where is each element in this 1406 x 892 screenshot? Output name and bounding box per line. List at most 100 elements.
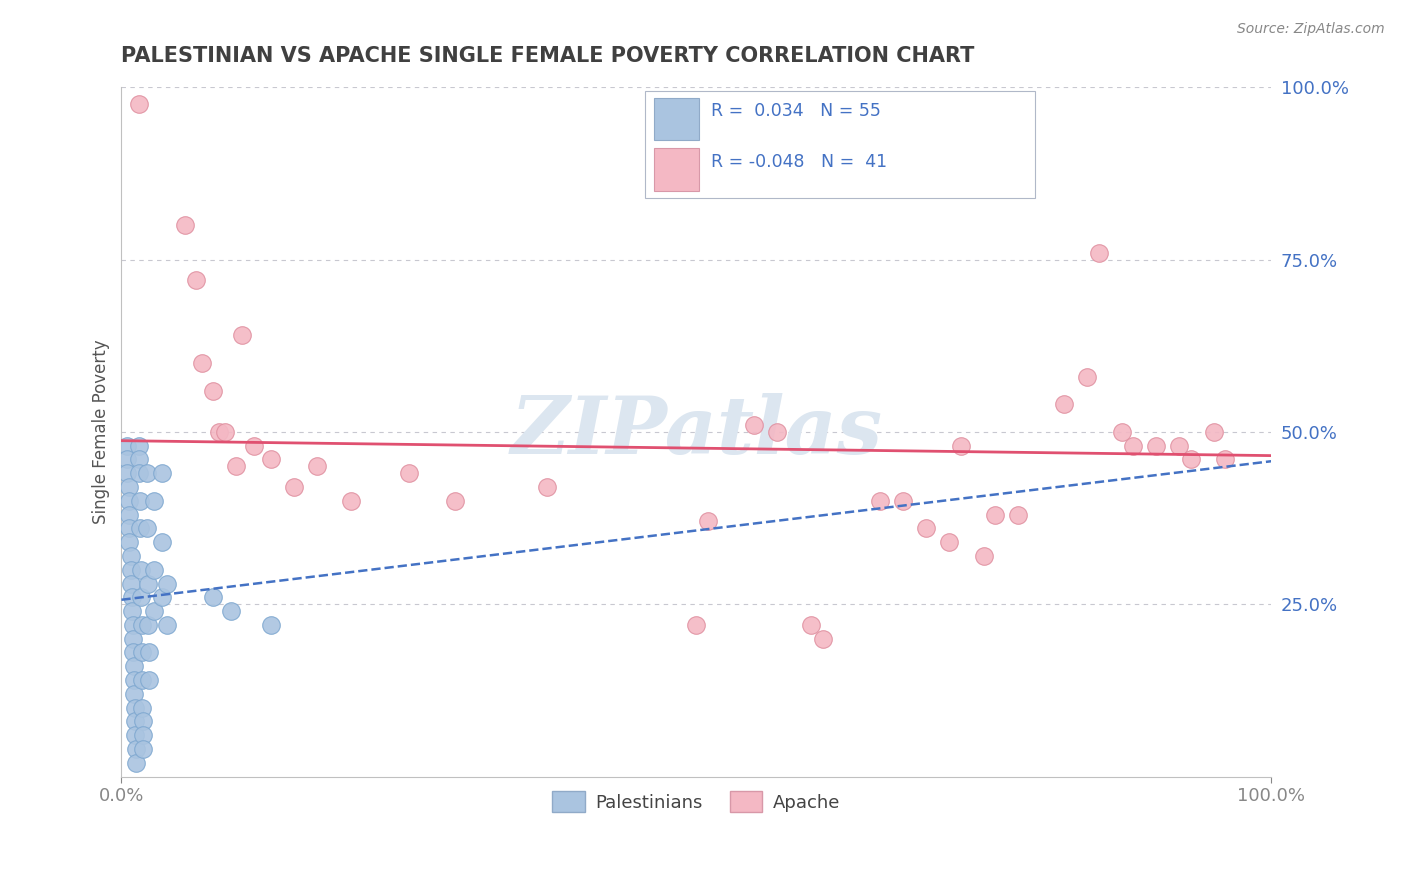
- Point: [260, 452, 283, 467]
- Point: [122, 659, 145, 673]
- Point: [122, 632, 145, 646]
- Point: [118, 535, 141, 549]
- Point: [186, 273, 208, 287]
- Point: [118, 493, 141, 508]
- Point: [136, 618, 159, 632]
- Point: [120, 576, 142, 591]
- Point: [1111, 425, 1133, 439]
- Point: [120, 563, 142, 577]
- Point: [150, 467, 173, 481]
- Point: [128, 521, 150, 535]
- Point: [122, 645, 145, 659]
- Point: [984, 508, 1007, 522]
- Point: [949, 439, 972, 453]
- Point: [1087, 245, 1109, 260]
- Point: [142, 563, 165, 577]
- Point: [915, 521, 938, 535]
- Point: [811, 632, 834, 646]
- Y-axis label: Single Female Poverty: Single Female Poverty: [93, 340, 110, 524]
- Point: [122, 673, 145, 687]
- Point: [131, 618, 153, 632]
- Point: [150, 535, 173, 549]
- Point: [1076, 369, 1098, 384]
- Point: [1053, 397, 1076, 411]
- Point: [138, 645, 160, 659]
- Point: [225, 459, 247, 474]
- Point: [869, 493, 891, 508]
- FancyBboxPatch shape: [654, 97, 699, 140]
- Point: [305, 459, 328, 474]
- Point: [135, 521, 157, 535]
- Point: [973, 549, 995, 563]
- Point: [938, 535, 960, 549]
- Text: R = -0.048   N =  41: R = -0.048 N = 41: [711, 153, 887, 170]
- Point: [121, 604, 143, 618]
- Point: [131, 645, 153, 659]
- Point: [132, 728, 155, 742]
- Point: [128, 439, 150, 453]
- Point: [1122, 439, 1144, 453]
- Point: [128, 97, 150, 112]
- Text: R =  0.034   N = 55: R = 0.034 N = 55: [711, 103, 882, 120]
- Point: [122, 687, 145, 701]
- Point: [696, 515, 718, 529]
- Point: [121, 591, 143, 605]
- Point: [1144, 439, 1167, 453]
- Point: [132, 714, 155, 729]
- Point: [129, 563, 152, 577]
- Text: Source: ZipAtlas.com: Source: ZipAtlas.com: [1237, 22, 1385, 37]
- Point: [131, 673, 153, 687]
- Point: [742, 417, 765, 432]
- Text: PALESTINIAN VS APACHE SINGLE FEMALE POVERTY CORRELATION CHART: PALESTINIAN VS APACHE SINGLE FEMALE POVE…: [121, 46, 974, 66]
- Point: [129, 591, 152, 605]
- Point: [156, 576, 179, 591]
- Point: [891, 493, 914, 508]
- Point: [115, 467, 138, 481]
- Point: [283, 480, 305, 494]
- Point: [124, 700, 146, 714]
- Point: [231, 328, 253, 343]
- Point: [125, 742, 148, 756]
- Point: [214, 425, 236, 439]
- FancyBboxPatch shape: [654, 148, 699, 191]
- Point: [1213, 452, 1236, 467]
- Point: [135, 467, 157, 481]
- Point: [242, 439, 264, 453]
- Point: [398, 467, 420, 481]
- Point: [125, 756, 148, 770]
- Point: [150, 591, 173, 605]
- Point: [191, 356, 214, 370]
- Point: [138, 673, 160, 687]
- Point: [120, 549, 142, 563]
- Point: [202, 591, 225, 605]
- Point: [173, 218, 195, 232]
- Point: [1180, 452, 1202, 467]
- Point: [131, 700, 153, 714]
- Point: [536, 480, 558, 494]
- Point: [124, 728, 146, 742]
- Point: [128, 493, 150, 508]
- Point: [115, 452, 138, 467]
- Point: [136, 576, 159, 591]
- Point: [340, 493, 363, 508]
- Point: [1202, 425, 1225, 439]
- Point: [118, 480, 141, 494]
- Point: [156, 618, 179, 632]
- Point: [142, 493, 165, 508]
- Point: [208, 425, 231, 439]
- Point: [118, 521, 141, 535]
- Point: [1007, 508, 1029, 522]
- Point: [444, 493, 467, 508]
- Point: [142, 604, 165, 618]
- Point: [132, 742, 155, 756]
- Point: [115, 439, 138, 453]
- Legend: Palestinians, Apache: Palestinians, Apache: [544, 784, 848, 819]
- Point: [122, 618, 145, 632]
- Text: ZIPatlas: ZIPatlas: [510, 393, 883, 471]
- Point: [128, 467, 150, 481]
- Point: [202, 384, 225, 398]
- Point: [800, 618, 823, 632]
- Point: [118, 508, 141, 522]
- Point: [128, 452, 150, 467]
- FancyBboxPatch shape: [644, 91, 1035, 197]
